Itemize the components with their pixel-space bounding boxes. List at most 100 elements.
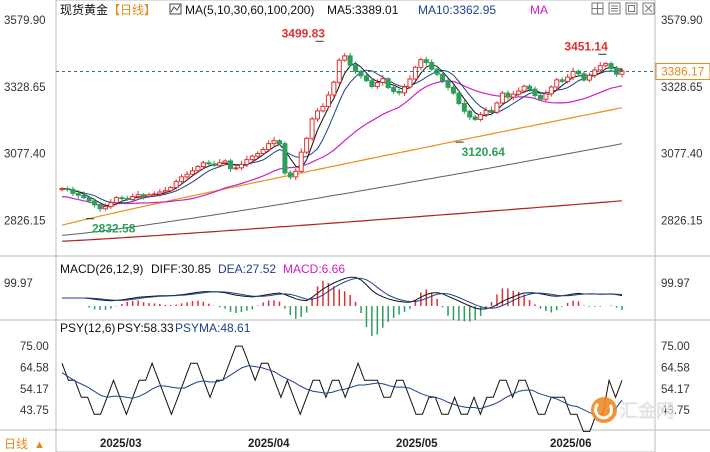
y-tick-label-right: 3328.65 <box>661 82 703 94</box>
candle-down <box>282 143 288 174</box>
y-tick-label-left: 2826.15 <box>4 215 46 227</box>
candle-down <box>489 109 495 113</box>
low-annotation: 2832.58 <box>92 222 136 236</box>
psy-tick-left: 43.75 <box>20 405 49 417</box>
indicator-icon-glyph <box>170 4 181 13</box>
candle-up <box>510 93 516 98</box>
psy-tick-left: 54.17 <box>20 384 49 396</box>
macd-tick-left: 99.97 <box>4 278 33 290</box>
watermark-text: 汇金网 <box>620 400 674 421</box>
candle-up <box>266 143 272 150</box>
y-tick-label-right: 3579.90 <box>661 15 703 27</box>
candle-up <box>516 90 522 95</box>
y-tick-label-left: 3077.40 <box>4 149 46 161</box>
macd-dea-line <box>62 277 623 309</box>
candle-up <box>179 176 185 182</box>
ma200-line <box>61 200 623 242</box>
candle-up <box>412 66 418 80</box>
candle-down <box>92 200 98 206</box>
candle-up <box>195 166 201 172</box>
candle-down <box>527 85 533 90</box>
candle-down <box>461 102 467 112</box>
candle-down <box>385 78 391 89</box>
psy-value: PSY:58.33 <box>117 321 174 335</box>
candle-down <box>276 140 282 145</box>
date-label: 2025/03 <box>100 438 142 450</box>
candle-up <box>173 180 179 189</box>
candle-up <box>108 202 114 208</box>
candle-down <box>537 95 543 100</box>
candle-down <box>81 194 87 199</box>
candle-up <box>402 86 408 94</box>
psy-tick-right: 54.17 <box>661 384 690 396</box>
candle-up <box>478 114 484 120</box>
candle-down <box>440 73 446 82</box>
indicator-icon[interactable] <box>169 3 182 15</box>
candle-up <box>619 70 625 75</box>
candle-down <box>75 192 81 196</box>
candle-up <box>494 102 500 113</box>
candle-down <box>608 63 614 69</box>
grid-icon[interactable] <box>591 2 604 15</box>
macd-diff-line <box>62 276 623 310</box>
period-label[interactable]: 【日线】 <box>108 3 156 17</box>
candle-down <box>472 116 478 120</box>
candle-down <box>445 80 451 88</box>
candle-up <box>222 160 228 164</box>
macd-diff: DIFF:30.85 <box>151 262 211 276</box>
candle-up <box>233 167 239 170</box>
candle-up <box>157 191 163 195</box>
candle-down <box>86 197 92 202</box>
candle-down <box>391 87 397 93</box>
candle-up <box>102 206 108 210</box>
candle-down <box>353 64 359 72</box>
ma-more: MA <box>530 3 548 17</box>
date-label: 2025/05 <box>396 438 438 450</box>
candle-up <box>184 173 190 178</box>
candle-down <box>119 197 125 200</box>
candle-down <box>64 188 70 191</box>
candle-up <box>565 76 571 82</box>
candle-up <box>325 94 331 107</box>
candle-down <box>358 70 364 77</box>
high-annotation: 3451.14 <box>564 39 608 53</box>
period-button[interactable]: 日线 <box>4 437 28 451</box>
psy-tick-right: 75.00 <box>661 341 690 353</box>
ma5-value: MA5:3389.01 <box>327 3 399 17</box>
period-arrow-icon[interactable]: ▲ <box>34 439 45 451</box>
candle-up <box>407 78 413 88</box>
candle-down <box>450 86 456 94</box>
date-label: 2025/06 <box>550 438 592 450</box>
ma5-line <box>61 62 623 207</box>
candle-down <box>505 92 511 98</box>
candle-up <box>249 155 255 161</box>
macd-tick-right: 99.97 <box>661 278 690 290</box>
candle-up <box>238 163 244 169</box>
y-tick-label-left: 3328.65 <box>4 82 46 94</box>
candle-up <box>380 78 386 83</box>
candle-up <box>298 151 304 172</box>
y-tick-label-right: 3077.40 <box>661 149 703 161</box>
candle-up <box>200 162 206 168</box>
compare-icon[interactable] <box>625 2 638 15</box>
candle-down <box>70 188 76 194</box>
candle-down <box>423 59 429 64</box>
candle-up <box>315 110 321 120</box>
layout-icon[interactable] <box>608 2 621 15</box>
close-icon[interactable] <box>642 2 655 15</box>
candle-up <box>548 86 554 95</box>
candle-down <box>97 204 103 210</box>
candle-up <box>135 194 141 198</box>
candle-up <box>592 69 598 76</box>
candle-up <box>570 70 576 78</box>
candle-up <box>586 74 592 81</box>
candle-down <box>396 91 402 94</box>
low-annotation: 3120.64 <box>462 145 506 159</box>
candle-up <box>499 92 505 104</box>
candle-down <box>287 172 293 178</box>
current-price-label: 3386.17 <box>661 65 705 79</box>
candle-up <box>309 118 315 139</box>
psy-name: PSY(12,6) <box>60 321 115 335</box>
toolbar <box>591 2 655 15</box>
